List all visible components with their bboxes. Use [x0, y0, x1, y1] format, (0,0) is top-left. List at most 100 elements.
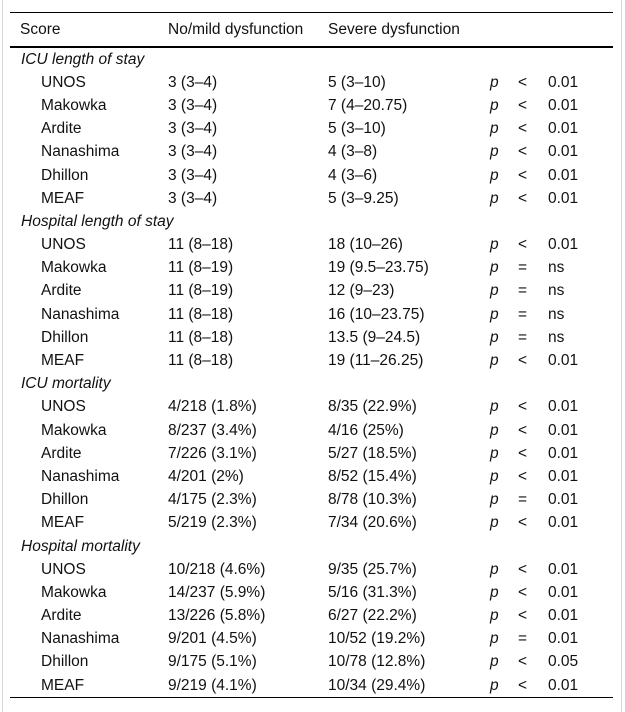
no-mild-cell: 13/226 (5.8%) [168, 607, 266, 625]
severe-cell: 19 (9.5–23.75) [328, 259, 429, 277]
score-cell: Dhillon [41, 653, 89, 671]
score-cell: UNOS [41, 398, 86, 416]
severe-cell: 4 (3–8) [328, 143, 378, 161]
page-right-edge-line [621, 0, 622, 712]
no-mild-cell: 11 (8–18) [168, 305, 234, 323]
section-title: ICU mortality [21, 375, 111, 393]
severe-cell: 18 (10–26) [328, 236, 403, 254]
severe-cell: 7/34 (20.6%) [328, 514, 417, 532]
p-relation: = [518, 630, 528, 648]
p-symbol: p [490, 96, 499, 114]
no-mild-cell: 3 (3–4) [168, 143, 218, 161]
p-value: 0.01 [548, 560, 579, 578]
table-row: MEAF 5/219 (2.3%) 7/34 (20.6%) p <0.01 [10, 512, 613, 535]
p-symbol: p [490, 467, 499, 485]
severe-cell: 5/27 (18.5%) [328, 444, 417, 462]
p-symbol: p [490, 653, 499, 671]
section-title: Hospital length of stay [21, 212, 174, 230]
p-relation: < [518, 398, 528, 416]
table-row: Nanashima 11 (8–18) 16 (10–23.75) p = ns [10, 303, 613, 326]
no-mild-cell: 10/218 (4.6%) [168, 560, 266, 578]
p-relation: < [518, 444, 528, 462]
table-row: Ardite 11 (8–19) 12 (9–23) p = ns [10, 280, 613, 303]
p-symbol: p [490, 514, 499, 532]
severe-cell: 5/16 (31.3%) [328, 583, 417, 601]
score-cell: Nanashima [41, 467, 120, 485]
p-relation: < [518, 120, 528, 138]
p-value: ns [548, 282, 565, 300]
severe-cell: 16 (10–23.75) [328, 305, 425, 323]
score-cell: MEAF [41, 352, 85, 370]
score-cell: Ardite [41, 607, 82, 625]
table-row: Nanashima 9/201 (4.5%) 10/52 (19.2%) p = 0.01 [10, 628, 613, 651]
no-mild-cell: 11 (8–19) [168, 282, 234, 300]
p-relation: < [518, 166, 528, 184]
p-value: 0.01 [548, 189, 579, 207]
p-symbol: p [490, 73, 499, 91]
p-symbol: p [490, 421, 499, 439]
score-cell: Ardite [41, 282, 82, 300]
p-value: 0.01 [548, 236, 579, 254]
p-value: 0.01 [548, 676, 579, 694]
p-relation: < [518, 352, 528, 370]
p-value: 0.01 [548, 120, 579, 138]
no-mild-cell: 3 (3–4) [168, 73, 218, 91]
p-value: 0.01 [548, 166, 579, 184]
p-value: 0.01 [548, 352, 579, 370]
score-cell: Makowka [41, 96, 107, 114]
p-relation: < [518, 514, 528, 532]
no-mild-cell: 11 (8–18) [168, 236, 234, 254]
p-value: 0.01 [548, 96, 579, 114]
table-row: UNOS 4/218 (1.8%) 8/35 (22.9%) p <0.01 [10, 396, 613, 419]
p-symbol: p [490, 444, 499, 462]
p-value: 0.01 [548, 143, 579, 161]
no-mild-cell: 9/201 (4.5%) [168, 630, 257, 648]
p-symbol: p [490, 607, 499, 625]
p-relation: < [518, 676, 528, 694]
p-relation: < [518, 607, 528, 625]
table-row: Dhillon 3 (3–4) 4 (3–6) p <0.01 [10, 164, 613, 187]
no-mild-cell: 11 (8–18) [168, 328, 234, 346]
no-mild-cell: 11 (8–19) [168, 259, 234, 277]
p-relation: < [518, 73, 528, 91]
table-row: UNOS 11 (8–18) 18 (10–26) p <0.01 [10, 234, 613, 257]
table-row: Makowka 3 (3–4) 7 (4–20.75) p <0.01 [10, 94, 613, 117]
table-row: Dhillon 9/175 (5.1%) 10/78 (12.8%) p <0.05 [10, 651, 613, 674]
column-header-score: Score [20, 20, 61, 38]
no-mild-cell: 9/219 (4.1%) [168, 676, 257, 694]
p-value: 0.01 [548, 514, 579, 532]
table-row: MEAF 11 (8–18) 19 (11–26.25) p <0.01 [10, 349, 613, 372]
p-relation: = [518, 328, 528, 346]
no-mild-cell: 9/175 (5.1%) [168, 653, 257, 671]
column-header-severe-dysfunction: Severe dysfunction [328, 20, 460, 38]
p-symbol: p [490, 560, 499, 578]
p-value: 0.01 [548, 421, 579, 439]
score-cell: Dhillon [41, 491, 89, 509]
severe-cell: 4 (3–6) [328, 166, 378, 184]
table-row: Dhillon 11 (8–18) 13.5 (9–24.5) p = ns [10, 326, 613, 349]
p-symbol: p [490, 676, 499, 694]
p-relation: = [518, 305, 528, 323]
severe-cell: 10/52 (19.2%) [328, 630, 426, 648]
p-relation: < [518, 96, 528, 114]
score-cell: Nanashima [41, 305, 120, 323]
p-relation: = [518, 259, 528, 277]
no-mild-cell: 4/218 (1.8%) [168, 398, 257, 416]
score-cell: MEAF [41, 514, 85, 532]
p-relation: < [518, 653, 528, 671]
p-symbol: p [490, 583, 499, 601]
score-cell: Ardite [41, 444, 82, 462]
score-cell: Dhillon [41, 328, 89, 346]
p-value: 0.01 [548, 630, 579, 648]
table-header-row: Score No/mild dysfunction Severe dysfunc… [10, 13, 613, 48]
p-value: 0.01 [548, 491, 579, 509]
severe-cell: 4/16 (25%) [328, 421, 404, 439]
table-row: MEAF 9/219 (4.1%) 10/34 (29.4%) p <0.01 [10, 674, 613, 697]
p-symbol: p [490, 120, 499, 138]
section-title: Hospital mortality [21, 537, 140, 555]
p-relation: < [518, 143, 528, 161]
p-relation: < [518, 236, 528, 254]
score-cell: MEAF [41, 676, 85, 694]
p-value: ns [548, 259, 565, 277]
